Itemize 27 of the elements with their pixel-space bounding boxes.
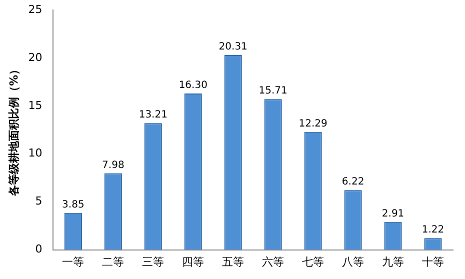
y-tick-label: 5 [35, 194, 42, 208]
x-tick-label: 八等 [342, 255, 364, 268]
data-label: 16.30 [178, 80, 208, 92]
x-tick-label: 四等 [182, 255, 204, 268]
x-tick-label: 二等 [102, 255, 124, 268]
data-label: 6.22 [342, 176, 364, 188]
data-label: 13.21 [138, 110, 168, 121]
y-tick-label: 0 [35, 242, 42, 256]
x-tick-label: 七等 [302, 255, 324, 268]
data-label: 1.22 [422, 224, 444, 236]
x-tick-label: 五等 [222, 255, 244, 268]
data-label: 7.98 [102, 160, 124, 171]
y-tick-label: 15 [28, 98, 42, 112]
data-label: 15.71 [258, 86, 288, 97]
x-tick-label: 三等 [142, 255, 164, 268]
x-tick-label: 十等 [422, 255, 444, 268]
y-tick-label: 10 [28, 146, 42, 160]
data-label: 3.85 [62, 199, 84, 210]
data-label: 12.29 [298, 118, 328, 130]
x-tick-label: 一等 [62, 255, 84, 268]
y-tick-label: 25 [28, 2, 42, 16]
x-tick-label: 六等 [262, 255, 284, 268]
data-label: 20.31 [218, 42, 248, 53]
x-tick-label: 九等 [382, 255, 404, 268]
y-axis-title: 各等级耕地面积比例（%） [7, 64, 20, 197]
data-label: 2.91 [382, 208, 404, 220]
y-tick-label: 20 [28, 50, 42, 64]
